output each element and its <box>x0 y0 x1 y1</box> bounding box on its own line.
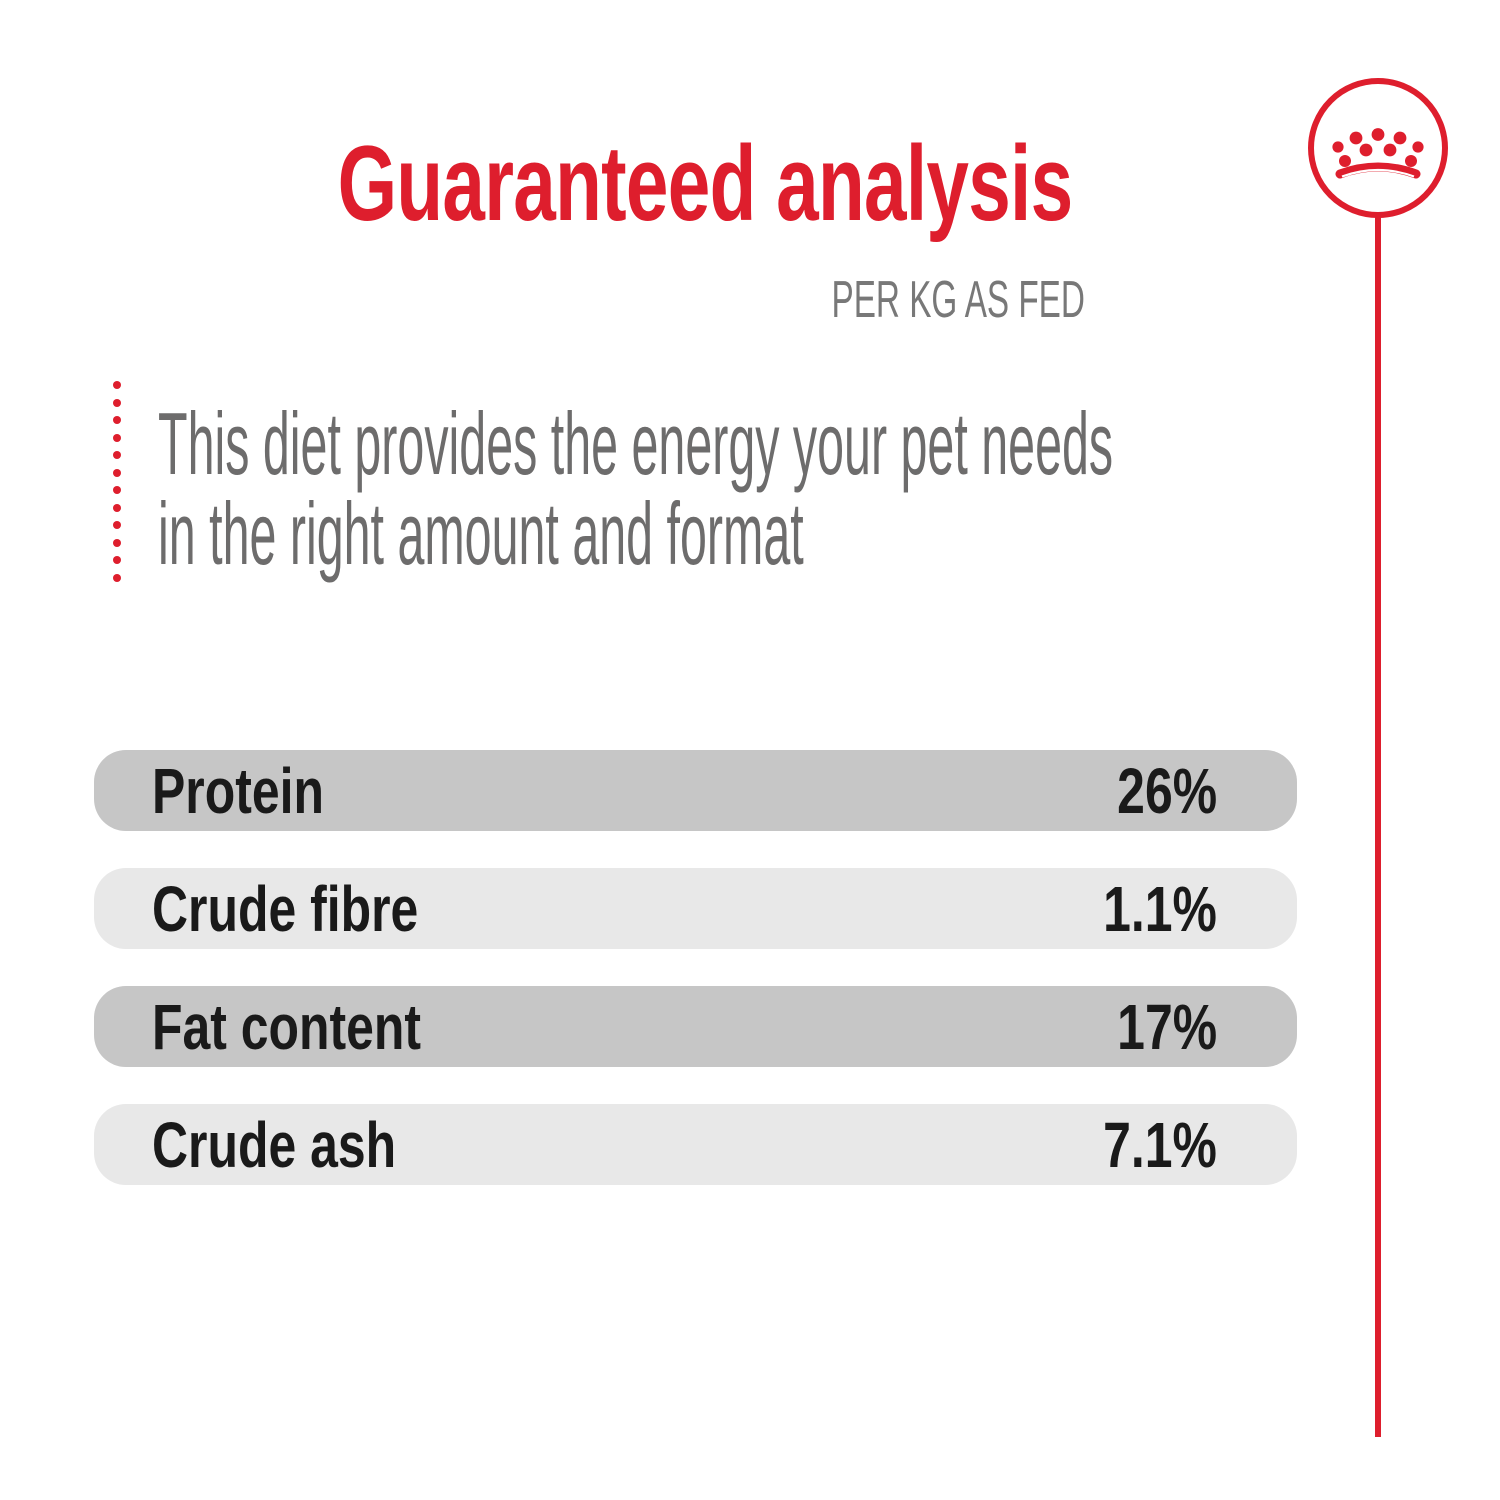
table-row-crude-ash: Crude ash 7.1% <box>94 1104 1297 1185</box>
intro-paragraph: This diet provides the energy your pet n… <box>158 399 1358 579</box>
subtitle: PER KG AS FED <box>0 274 1085 334</box>
dot <box>113 433 121 442</box>
dot <box>113 451 121 459</box>
row-label: Fat content <box>152 990 422 1063</box>
dot <box>113 416 121 424</box>
dot <box>113 503 121 512</box>
row-value: 7.1% <box>1103 1108 1217 1181</box>
row-label: Crude fibre <box>152 872 419 945</box>
page-title-text: Guaranteed analysis <box>337 123 1074 243</box>
row-value: 1.1% <box>1103 872 1217 945</box>
table-row-fat-content: Fat content 17% <box>94 986 1297 1067</box>
dot <box>113 486 121 494</box>
subtitle-text: PER KG AS FED <box>831 271 1085 329</box>
brand-vertical-line <box>1375 214 1381 1437</box>
dot <box>113 398 121 407</box>
page-title: Guaranteed analysis <box>0 122 1410 262</box>
dot <box>113 381 121 389</box>
table-row-crude-fibre: Crude fibre 1.1% <box>94 868 1297 949</box>
dotted-accent-line <box>113 381 121 582</box>
intro-line-2: in the right amount and format <box>158 484 804 583</box>
dot <box>113 556 121 564</box>
row-value: 26% <box>1117 754 1217 827</box>
intro-line-1: This diet provides the energy your pet n… <box>158 394 1114 493</box>
dot <box>113 521 121 529</box>
row-label: Crude ash <box>152 1108 397 1181</box>
dot <box>113 538 121 547</box>
row-label: Protein <box>152 754 324 827</box>
row-value: 17% <box>1117 990 1217 1063</box>
royal-canin-crown-icon <box>1332 128 1424 179</box>
dot <box>113 573 121 582</box>
dot <box>113 468 121 477</box>
brand-logo-circle <box>1308 78 1448 218</box>
table-row-protein: Protein 26% <box>94 750 1297 831</box>
